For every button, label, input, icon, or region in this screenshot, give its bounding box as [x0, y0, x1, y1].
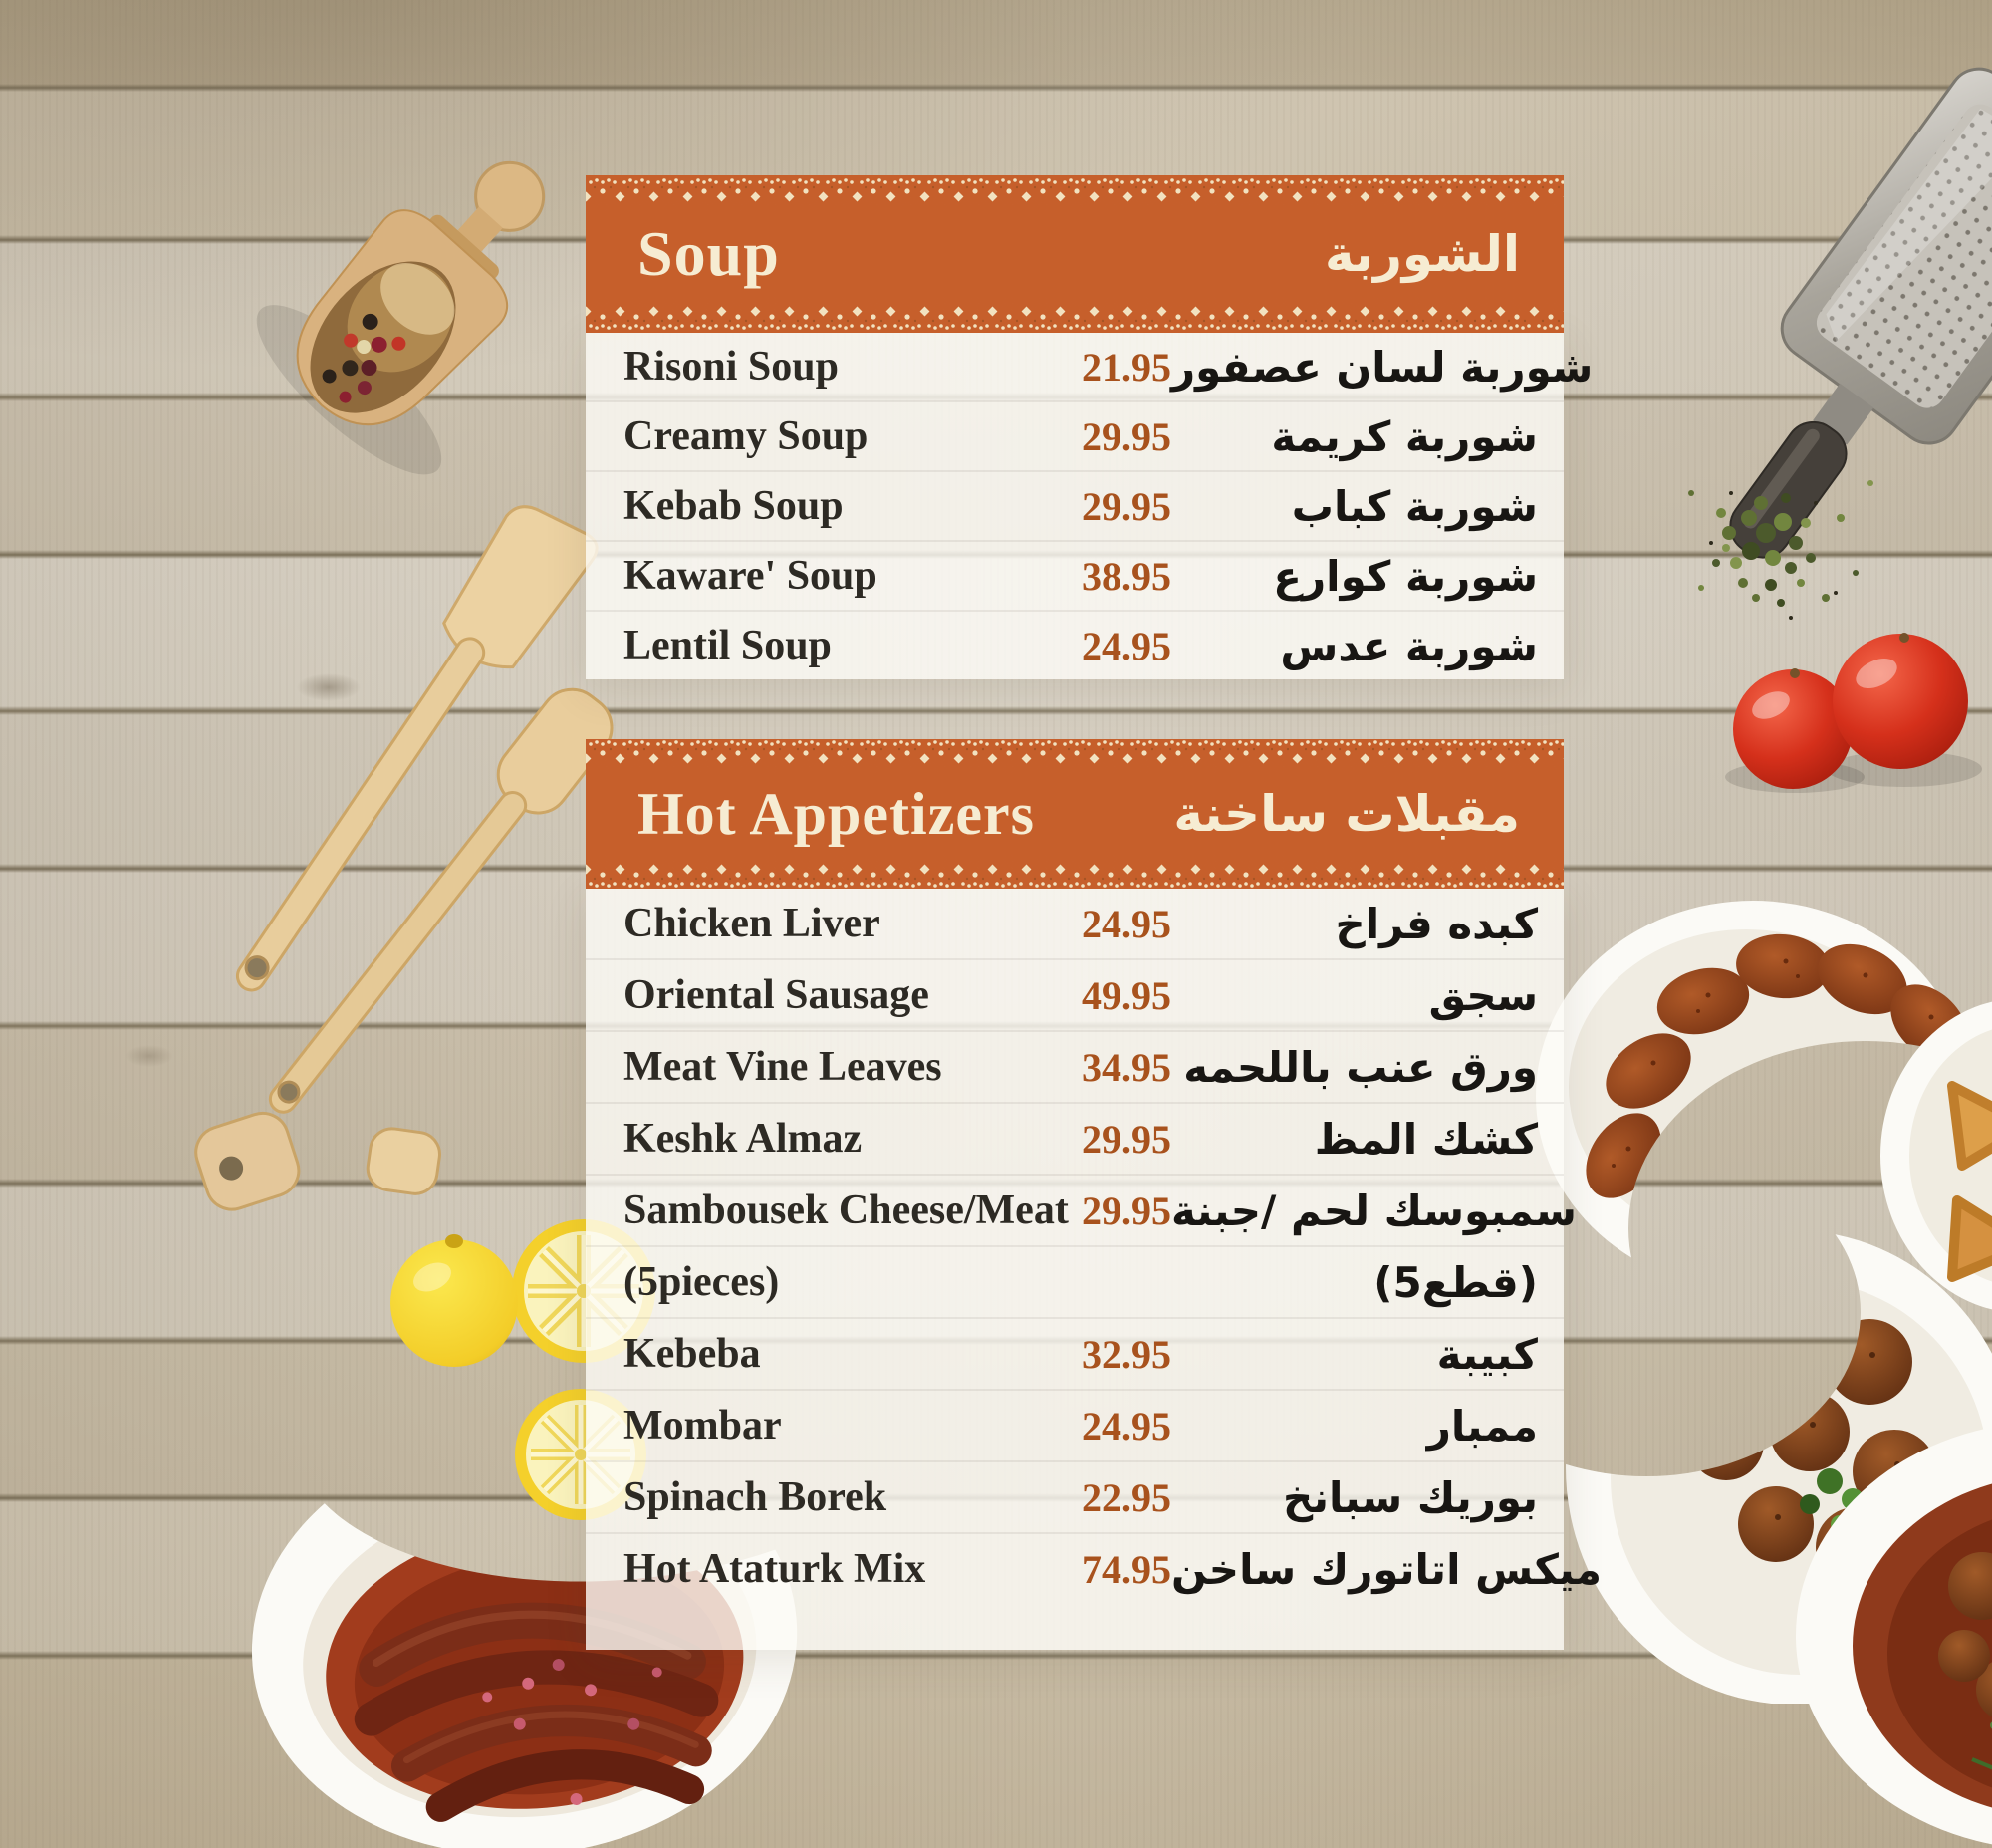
- section-title-ar: مقبلات ساخنة: [1173, 785, 1520, 843]
- item-name-ar: سمبوسك لحم /جبنة: [1171, 1186, 1577, 1235]
- item-name-ar: كبيبة: [1436, 1329, 1538, 1379]
- section-items: Risoni Soup 21.95 شوربة لسان عصفور Creamy S…: [586, 333, 1593, 679]
- section-title-ar: الشوربة: [1324, 225, 1520, 283]
- menu-section-hot-appetizers: Hot Appetizers مقبلات ساخنة Chicken Live…: [586, 739, 1602, 1650]
- item-name-en: Risoni Soup: [623, 344, 839, 390]
- item-price: 22.95: [1082, 1474, 1171, 1520]
- menu-item-row: Kebab Soup 29.95 شوربة كباب: [586, 472, 1564, 542]
- kibbeh-plate-photo: [1536, 901, 1970, 1291]
- item-note-en: (5pieces): [623, 1259, 780, 1305]
- item-price: 38.95: [1082, 553, 1171, 599]
- item-price: 29.95: [1082, 1116, 1171, 1162]
- stew-plate-photo: [1796, 1427, 1992, 1845]
- menu-item-row: Creamy Soup 29.95 شوربة كريمة: [586, 402, 1564, 472]
- item-name-ar: ممبار: [1426, 1401, 1538, 1451]
- menu-section-soup: Soup الشوربة Risoni Soup 21.95 شوربة لسان …: [586, 175, 1593, 679]
- item-price: 29.95: [1082, 413, 1171, 459]
- item-name-en: Chicken Liver: [623, 901, 880, 946]
- item-price: 32.95: [1082, 1331, 1171, 1377]
- sausage-plate-photo: [251, 1428, 798, 1848]
- item-name-en: Sambousek Cheese/Meat: [623, 1188, 1069, 1233]
- item-name-ar: ورق عنب باللحمه: [1183, 1042, 1538, 1092]
- item-name-ar: شوربة كريمة: [1271, 411, 1538, 461]
- item-name-en: Meat Vine Leaves: [623, 1044, 942, 1090]
- menu-item-row: Spinach Borek 22.95 بوريك سبانخ: [586, 1462, 1564, 1534]
- item-name-ar: ميكس اتاتورك ساخن: [1171, 1544, 1603, 1594]
- menu-item-row: Meat Vine Leaves 34.95 ورق عنب باللحمه: [586, 1032, 1564, 1104]
- item-name-en: Kebab Soup: [623, 483, 844, 529]
- item-note-ar: (5قطع): [1373, 1257, 1538, 1307]
- menu-item-row: Lentil Soup 24.95 شوربة عدس: [586, 612, 1564, 679]
- section-title-en: Soup: [637, 218, 780, 289]
- section-title-en: Hot Appetizers: [637, 781, 1035, 847]
- item-name-ar: شوربة كباب: [1291, 481, 1538, 531]
- item-name-en: Lentil Soup: [623, 623, 832, 668]
- item-name-en: Hot Ataturk Mix: [623, 1546, 926, 1592]
- wooden-scoop-photo: [256, 160, 546, 475]
- lace-border-bottom: [586, 855, 1564, 889]
- item-name-ar: سجق: [1428, 970, 1538, 1020]
- item-name-ar: كبده فراخ: [1335, 899, 1538, 948]
- item-name-en: Keshk Almaz: [623, 1116, 863, 1162]
- item-note-row: (5pieces) (5قطع): [586, 1247, 1564, 1319]
- tomatoes-photo: [1725, 633, 1982, 793]
- item-name-en: Creamy Soup: [623, 413, 869, 459]
- item-name-en: Kebeba: [623, 1331, 761, 1377]
- cheese-grater-photo: [1729, 67, 1992, 559]
- item-name-ar: شوربة كوارع: [1273, 551, 1538, 601]
- item-price: 34.95: [1082, 1044, 1171, 1090]
- dried-herbs-photo: [1688, 480, 1873, 620]
- item-name-ar: شوربة لسان عصفور: [1171, 342, 1594, 392]
- section-items: Chicken Liver 24.95 كبده فراخ Oriental Saus…: [586, 889, 1602, 1650]
- section-banner: Hot Appetizers مقبلات ساخنة: [586, 773, 1564, 855]
- item-name-ar: كشك المظ: [1314, 1114, 1538, 1164]
- item-price: 21.95: [1082, 344, 1171, 390]
- wooden-spatulas-photo: [194, 505, 614, 1211]
- menu-item-row: Kaware' Soup 38.95 شوربة كوارع: [586, 542, 1564, 612]
- menu-item-row: Chicken Liver 24.95 كبده فراخ: [586, 889, 1564, 960]
- lace-border-top: [586, 175, 1564, 211]
- item-price: 24.95: [1082, 901, 1171, 946]
- item-price: 74.95: [1082, 1546, 1171, 1592]
- item-name-ar: بوريك سبانخ: [1282, 1472, 1538, 1522]
- item-name-en: Spinach Borek: [623, 1474, 887, 1520]
- samosa-plate-photo: [1880, 1001, 1992, 1310]
- section-banner: Soup الشوربة: [586, 211, 1564, 297]
- menu-item-row: Kebeba 32.95 كبيبة: [586, 1319, 1564, 1391]
- item-price: 24.95: [1082, 1403, 1171, 1449]
- menu-item-row: Keshk Almaz 29.95 كشك المظ: [586, 1104, 1564, 1176]
- menu-item-row: Oriental Sausage 49.95 سجق: [586, 960, 1564, 1032]
- menu-item-row: Risoni Soup 21.95 شوربة لسان عصفور: [586, 333, 1593, 402]
- menu-item-row: Mombar 24.95 ممبار: [586, 1391, 1564, 1462]
- item-price: 24.95: [1082, 623, 1171, 668]
- item-name-ar: شوربة عدس: [1280, 621, 1538, 670]
- menu-item-row: Hot Ataturk Mix 74.95 ميكس اتاتورك ساخن: [586, 1534, 1602, 1604]
- item-name-en: Kaware' Soup: [623, 553, 877, 599]
- lace-border-bottom: [586, 297, 1564, 333]
- item-price: 29.95: [1082, 1188, 1171, 1233]
- lace-border-top: [586, 739, 1564, 773]
- menu-item-row: Sambousek Cheese/Meat 29.95 سمبوسك لحم /جب…: [586, 1176, 1577, 1247]
- item-price: 49.95: [1082, 972, 1171, 1018]
- item-name-en: Mombar: [623, 1403, 782, 1449]
- item-price: 29.95: [1082, 483, 1171, 529]
- item-name-en: Oriental Sausage: [623, 972, 929, 1018]
